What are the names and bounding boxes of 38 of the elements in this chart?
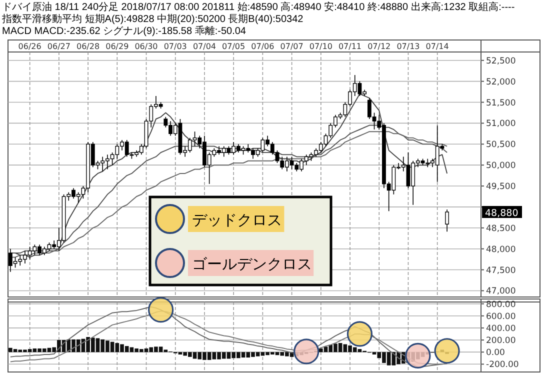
x-tick-label: 07/14: [426, 42, 449, 51]
x-tick-label: 07/12: [368, 42, 391, 51]
chart-title: ドバイ原油 18/11 240分足 2018/07/17 08:00 201811 始:48590 高:48940 安:48410 終:48880 出来高:1232 取組高:----: [2, 1, 515, 13]
text: MACD MACD:-235.62 シグナル(9):-185.58 乖離:-50.04: [2, 25, 246, 37]
y-tick-label: 51,500: [486, 98, 516, 108]
x-tick-label: 06/27: [47, 42, 70, 51]
x-tick-label: 07/04: [192, 42, 216, 51]
legend-label: デッドクロス: [192, 211, 282, 229]
chart-subtitle: 指数平滑移動平均 短期A(5):49828 中期(20):50200 長期B(40):50342: [1, 13, 304, 25]
y-tick-label: 47,500: [486, 266, 516, 276]
x-tick-label: 07/10: [309, 42, 332, 51]
y-tick-label: 49,500: [486, 182, 516, 192]
y-tick-label: 50,000: [486, 161, 516, 172]
x-tick-label: 07/03: [164, 42, 187, 51]
y-tick-label: 47,000: [486, 286, 516, 297]
x-tick-label: 07/11: [338, 42, 362, 51]
x-tick-label: 07/07: [280, 42, 304, 51]
y-tick-label: 52,500: [486, 56, 516, 66]
x-tick-label: 07/06: [251, 42, 274, 51]
y-tick-label: 0.00: [486, 348, 505, 358]
x-tick-label: 07/05: [222, 42, 246, 51]
x-tick-label: 06/26: [18, 42, 42, 51]
x-tick-label: 06/29: [106, 42, 129, 51]
y-tick-label: 48,500: [486, 224, 516, 234]
y-tick-label: 200.00: [486, 336, 516, 346]
y-tick-label: -200.00: [486, 360, 519, 370]
y-tick-label: 52,000: [486, 77, 516, 88]
y-tick-label: 800.00: [486, 300, 516, 310]
y-tick-label: 600.00: [486, 312, 516, 322]
y-tick-label: 50,500: [486, 140, 516, 150]
x-tick-label: 07/13: [396, 42, 420, 51]
y-tick-label: 400.00: [486, 324, 516, 334]
legend-label: ゴールデンクロス: [192, 255, 312, 273]
x-tick-label: 06/28: [76, 42, 100, 51]
text: 48,880: [485, 208, 518, 219]
x-tick-label: 06/30: [134, 42, 158, 51]
y-tick-label: 48,000: [486, 244, 516, 255]
y-tick-label: 51,000: [486, 119, 516, 130]
